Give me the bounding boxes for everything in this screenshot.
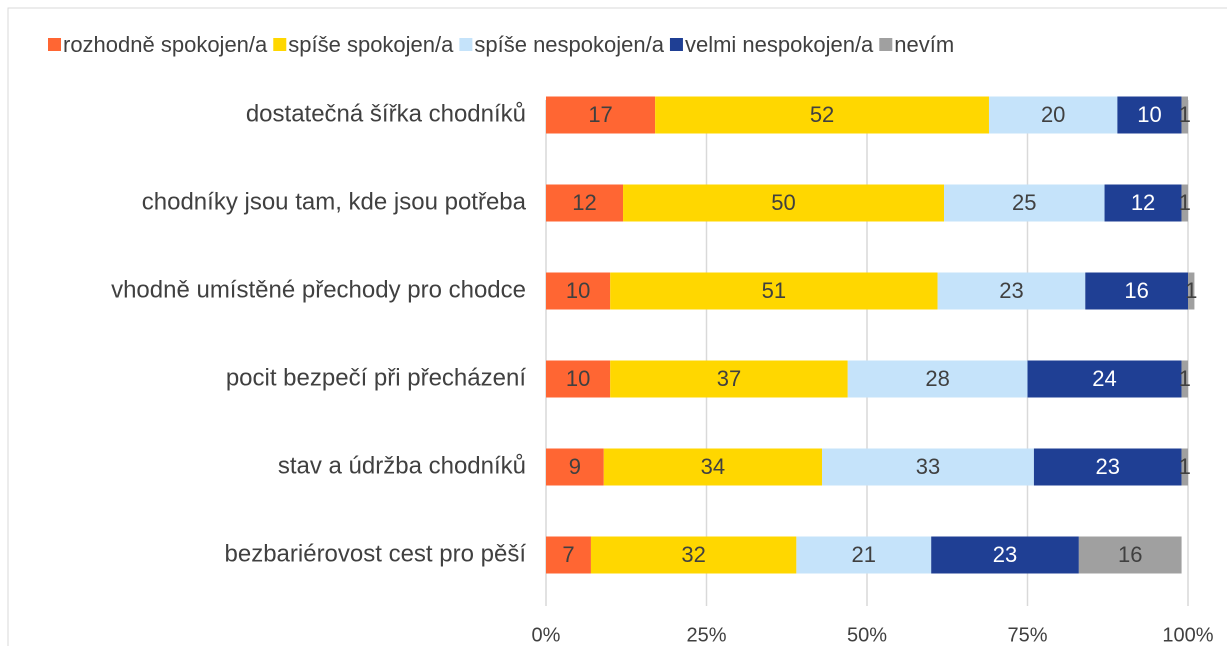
data-label: 33 <box>916 454 940 479</box>
legend-swatch <box>669 38 683 51</box>
bar-segment <box>623 184 945 222</box>
legend-swatch <box>459 38 473 51</box>
legend-swatch <box>273 38 287 51</box>
bar-segment <box>1085 272 1188 310</box>
bar-segment <box>1181 96 1188 134</box>
x-tick-label: 50% <box>847 624 887 646</box>
category-label: vhodně umístěné přechody pro chodce <box>111 276 526 303</box>
category-label: chodníky jsou tam, kde jsou potřeba <box>142 188 527 215</box>
x-tick-label: 25% <box>686 624 726 646</box>
data-label: 1 <box>1179 366 1191 391</box>
data-label: 10 <box>1137 102 1161 127</box>
data-label: 23 <box>999 278 1023 303</box>
data-label: 1 <box>1185 278 1197 303</box>
bar-segment <box>546 536 591 574</box>
legend-swatch <box>48 38 61 51</box>
data-label: 16 <box>1124 278 1148 303</box>
bar-segment <box>796 536 932 574</box>
bar-segment <box>1188 272 1195 310</box>
data-label: 24 <box>1092 366 1116 391</box>
bar-segment <box>546 96 656 134</box>
data-label: 34 <box>701 454 725 479</box>
data-label: 9 <box>569 454 581 479</box>
category-label: pocit bezpečí při přecházení <box>226 364 527 391</box>
data-label: 21 <box>852 542 876 567</box>
data-label: 23 <box>993 542 1017 567</box>
data-label: 28 <box>925 366 949 391</box>
legend-label: velmi nespokojen/a <box>685 32 874 57</box>
data-label: 16 <box>1118 542 1142 567</box>
data-label: 51 <box>762 278 786 303</box>
bar-segment <box>1181 360 1188 398</box>
data-label: 17 <box>588 102 612 127</box>
data-label: 10 <box>566 278 590 303</box>
data-label: 52 <box>810 102 834 127</box>
bar-segment <box>590 536 797 574</box>
data-label: 32 <box>681 542 705 567</box>
bar-segment <box>1181 184 1188 222</box>
data-label: 20 <box>1041 102 1065 127</box>
data-label: 7 <box>562 542 574 567</box>
data-label: 12 <box>1131 190 1155 215</box>
legend-label: spíše nespokojen/a <box>474 32 664 57</box>
bar-segment <box>1033 448 1182 486</box>
data-label: 37 <box>717 366 741 391</box>
data-label: 1 <box>1179 454 1191 479</box>
bar-segment <box>1078 536 1182 574</box>
bar-segment <box>603 448 823 486</box>
bar-segment <box>1181 448 1188 486</box>
bar-segment <box>610 272 938 310</box>
x-tick-label: 75% <box>1007 624 1047 646</box>
bar-segment <box>822 448 1034 486</box>
x-tick-label: 0% <box>532 624 561 646</box>
data-label: 12 <box>572 190 596 215</box>
bar-segment <box>847 360 1028 398</box>
category-label: dostatečná šířka chodníků <box>246 100 526 127</box>
bar-segment <box>1117 96 1182 134</box>
bar-segment <box>546 448 604 486</box>
data-label: 1 <box>1179 102 1191 127</box>
bar-segment <box>610 360 848 398</box>
bar-segment <box>931 536 1079 574</box>
bar-segment <box>1104 184 1182 222</box>
x-tick-label: 100% <box>1162 624 1213 646</box>
category-label: stav a údržba chodníků <box>278 452 526 479</box>
legend-swatch <box>879 38 893 51</box>
data-label: 25 <box>1012 190 1036 215</box>
bar-segment <box>1027 360 1182 398</box>
data-label: 50 <box>771 190 795 215</box>
bar-segment <box>988 96 1118 134</box>
category-label: bezbariérovost cest pro pěší <box>225 540 527 567</box>
bar-segment <box>944 184 1105 222</box>
bar-segment <box>546 184 624 222</box>
legend-label: rozhodně spokojen/a <box>63 32 268 57</box>
bar-segment <box>655 96 989 134</box>
legend-label: nevím <box>894 32 954 57</box>
data-label: 1 <box>1179 190 1191 215</box>
bar-segment <box>937 272 1086 310</box>
chart-border <box>7 7 1227 646</box>
data-label: 10 <box>566 366 590 391</box>
bar-segment <box>546 360 611 398</box>
data-label: 23 <box>1096 454 1120 479</box>
legend-label: spíše spokojen/a <box>288 32 454 57</box>
bar-segment <box>546 272 611 310</box>
